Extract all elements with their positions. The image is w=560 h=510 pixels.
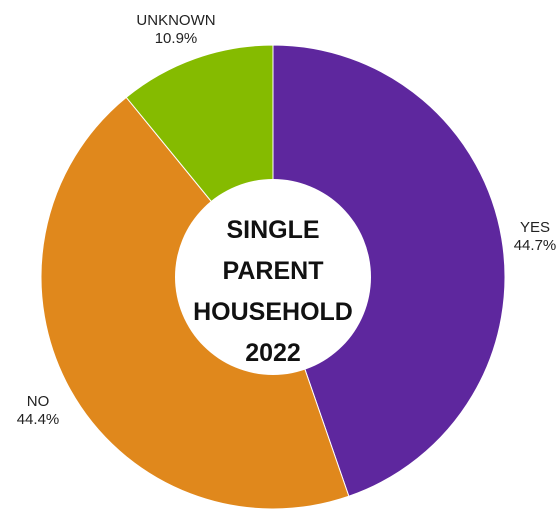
center-title-line-3: HOUSEHOLD [193, 298, 353, 326]
slice-value-unknown: 10.9% [155, 30, 198, 47]
center-title: SINGLE PARENT HOUSEHOLD 2022 [193, 216, 353, 367]
center-title-line-4: 2022 [245, 339, 301, 367]
center-title-line-1: SINGLE [226, 216, 319, 244]
donut-hole [175, 179, 371, 375]
slice-value-yes: 44.7% [514, 237, 557, 254]
slice-label-unknown: UNKNOWN [136, 12, 215, 29]
slice-label-yes: YES [520, 219, 550, 236]
slice-value-no: 44.4% [17, 411, 60, 428]
center-title-line-2: PARENT [223, 257, 324, 285]
slice-label-no: NO [27, 393, 50, 410]
slice-yes [272, 44, 506, 497]
